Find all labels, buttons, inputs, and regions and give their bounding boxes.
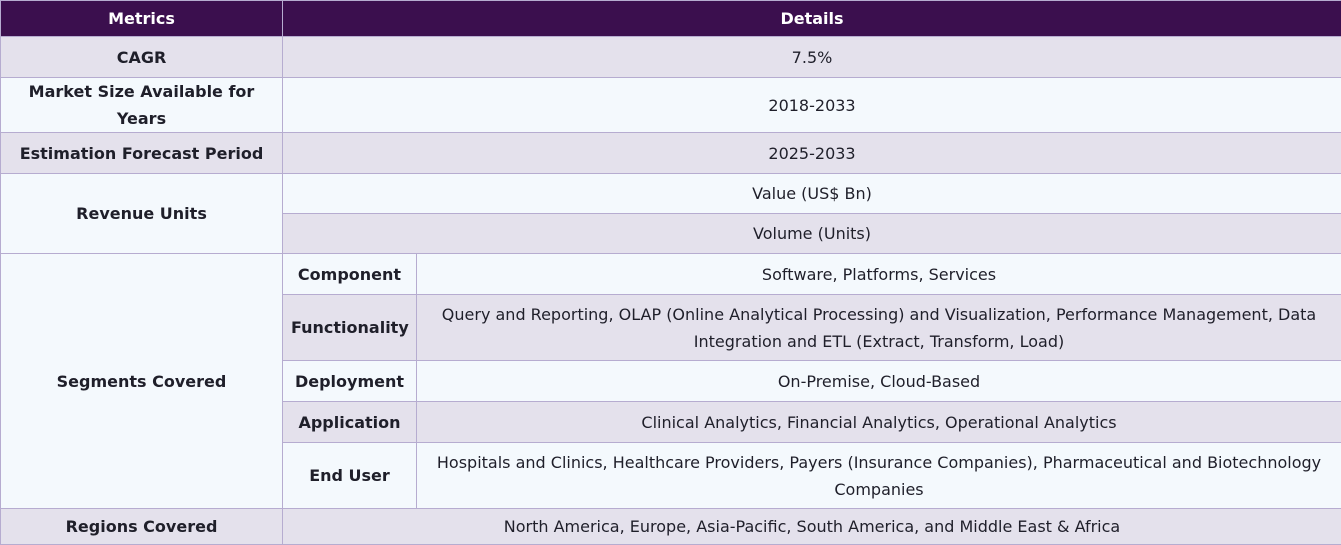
forecast-value: 2025-2033 — [283, 133, 1341, 174]
table-row-segment-component: Segments Covered Component Software, Pla… — [1, 254, 1341, 295]
segment-name: Application — [283, 402, 417, 443]
table-header-row: Metrics Details — [1, 1, 1341, 37]
regions-label: Regions Covered — [1, 509, 283, 545]
segment-name: Deployment — [283, 361, 417, 402]
table-row-regions: Regions Covered North America, Europe, A… — [1, 509, 1341, 545]
segment-value: Clinical Analytics, Financial Analytics,… — [417, 402, 1341, 443]
market-size-value: 2018-2033 — [283, 78, 1341, 133]
segment-value: Query and Reporting, OLAP (Online Analyt… — [417, 295, 1341, 361]
revenue-units-volume: Volume (Units) — [283, 214, 1341, 254]
segment-name: Component — [283, 254, 417, 295]
segments-label: Segments Covered — [1, 254, 283, 509]
header-details: Details — [283, 1, 1341, 37]
segment-value: Software, Platforms, Services — [417, 254, 1341, 295]
segment-name: Functionality — [283, 295, 417, 361]
forecast-label: Estimation Forecast Period — [1, 133, 283, 174]
revenue-units-value: Value (US$ Bn) — [283, 174, 1341, 214]
regions-value: North America, Europe, Asia-Pacific, Sou… — [283, 509, 1341, 545]
table-row-market-size: Market Size Available for Years 2018-203… — [1, 78, 1341, 133]
segment-value: On-Premise, Cloud-Based — [417, 361, 1341, 402]
revenue-units-label: Revenue Units — [1, 174, 283, 254]
header-metrics: Metrics — [1, 1, 283, 37]
segment-value: Hospitals and Clinics, Healthcare Provid… — [417, 443, 1341, 509]
segment-name: End User — [283, 443, 417, 509]
table-row-cagr: CAGR 7.5% — [1, 37, 1341, 78]
market-size-label: Market Size Available for Years — [1, 78, 283, 133]
cagr-value: 7.5% — [283, 37, 1341, 78]
table-row-revenue-units: Revenue Units Value (US$ Bn) — [1, 174, 1341, 214]
cagr-label: CAGR — [1, 37, 283, 78]
table-row-forecast: Estimation Forecast Period 2025-2033 — [1, 133, 1341, 174]
